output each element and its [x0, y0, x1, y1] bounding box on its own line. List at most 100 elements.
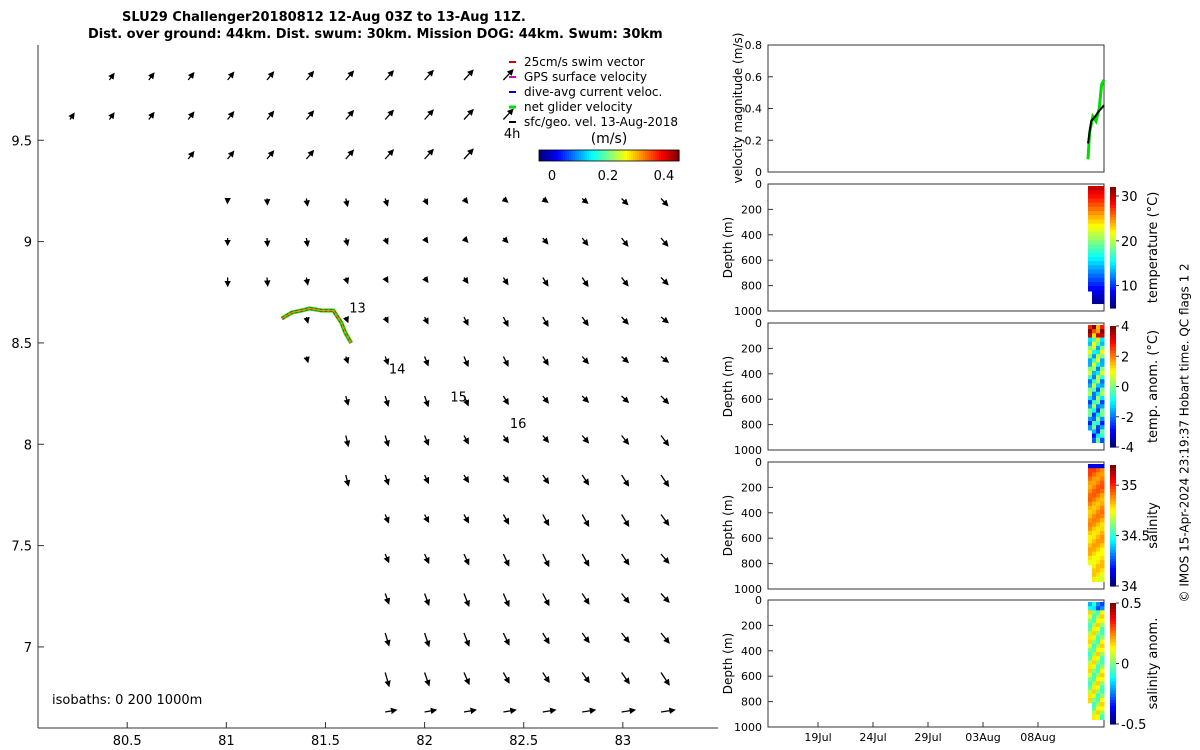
velocity-y-tick-label: 0 — [755, 166, 762, 179]
colorbar-cell — [637, 150, 640, 161]
temp-anom-cell — [1092, 416, 1097, 423]
temperature-cell — [1100, 244, 1105, 250]
temp-anom-colorbar-cell — [1110, 350, 1116, 354]
colorbar-cell — [635, 150, 638, 161]
salinity-anom-y-tick-label: 600 — [741, 670, 762, 683]
salinity-anom-cell — [1092, 693, 1097, 700]
temp-anom-cell — [1092, 341, 1097, 348]
colorbar-cell — [653, 150, 656, 161]
temp-anom-y-tick-label: 600 — [741, 393, 762, 406]
salinity-anom-colorbar-cell — [1110, 678, 1116, 683]
colorbar-cell — [671, 150, 674, 161]
salinity-cell — [1100, 560, 1105, 566]
salinity-anom-panel: 0 200 400 600 800 1000 Depth (m) -0.5 0 0.5 salini… — [721, 594, 1161, 734]
map-arrow — [148, 72, 155, 81]
temp-anom-cell — [1088, 383, 1093, 389]
temp-anom-colorbar-cell — [1110, 398, 1116, 403]
temperature-y-tick-label: 200 — [741, 203, 762, 216]
salinity-anom-colorbar-cell — [1110, 630, 1116, 634]
salinity-colorbar-cell — [1110, 522, 1116, 527]
salinity-cell — [1100, 539, 1105, 545]
temperature-cell — [1096, 252, 1101, 259]
colorbar-cell — [597, 150, 600, 161]
temp-anom-colorbar-cell — [1110, 389, 1116, 394]
salinity-anom-cell — [1092, 627, 1097, 633]
temperature-cell — [1096, 256, 1101, 263]
temperature-cell — [1100, 248, 1105, 254]
map-x-tick-label: 81 — [218, 734, 235, 749]
temperature-ctick-label: 20 — [1121, 235, 1138, 250]
temperature-cell — [1088, 198, 1093, 204]
salinity-anom-cell — [1092, 714, 1097, 721]
temperature-cell — [1092, 252, 1097, 259]
temp-anom-cell — [1096, 421, 1101, 427]
temp-anom-colorbar-cell — [1110, 413, 1116, 418]
title-line-2: Dist. over ground: 44km. Dist. swum: 30k… — [88, 27, 663, 42]
salinity-colorbar-cell — [1110, 483, 1116, 487]
colorbar-cell — [563, 150, 566, 161]
temp-anom-panel: 0 200 400 600 800 1000 Depth (m) -4 -2 0 2 4 temp. a… — [721, 317, 1161, 457]
salinity-anom-cell — [1100, 660, 1105, 666]
salinity-anom-cell — [1092, 660, 1097, 666]
salinity-cell — [1088, 509, 1093, 516]
temperature-cell — [1088, 240, 1093, 246]
map-arrow — [384, 109, 395, 120]
salinity-anom-cell — [1096, 627, 1101, 633]
salinity-colorbar-cell — [1110, 516, 1116, 521]
salinity-anom-colorbar-cell — [1110, 663, 1116, 668]
temp-anom-cell — [1100, 341, 1105, 348]
temp-anom-cell — [1092, 358, 1097, 364]
temperature-cell — [1100, 265, 1105, 271]
salinity-anom-cell — [1096, 635, 1101, 641]
salinity-anom-colorbar-cell — [1110, 633, 1116, 637]
temp-anom-cell — [1096, 416, 1101, 423]
temp-anom-cell — [1088, 400, 1093, 406]
temp-anom-colorbar-cell — [1110, 341, 1116, 345]
salinity-cell — [1092, 560, 1097, 566]
temp-anom-cell — [1100, 362, 1105, 368]
temperature-cell — [1088, 215, 1093, 221]
salinity-cell — [1100, 564, 1105, 570]
map-panel: 80.5 81 81.5 82 82.5 83 7 7.5 8 8.5 9 9.5 13 14 15 16 4h… — [11, 45, 718, 749]
salinity-y-tick-label: 1000 — [734, 583, 762, 596]
salinity-colorbar-cell — [1110, 507, 1116, 511]
map-arrow — [424, 109, 434, 120]
colorbar-cell — [587, 150, 590, 161]
salinity-anom-cell — [1092, 618, 1097, 625]
map-arrow — [187, 111, 195, 120]
legend-label: sfc/geo. vel. 13-Aug-2018 — [524, 115, 678, 129]
date-tick-label: 19Jul — [804, 731, 831, 744]
salinity-anom-cell — [1096, 698, 1101, 704]
map-arrow — [660, 355, 670, 363]
temp-anom-cell — [1092, 379, 1097, 385]
temperature-cell — [1096, 231, 1101, 238]
map-arrow — [342, 315, 349, 324]
salinity-anom-colorbar-cell — [1110, 642, 1116, 646]
temp-anom-cell — [1096, 345, 1101, 352]
map-arrow — [581, 553, 590, 567]
side-note-wrap: © IMOS 15-Apr-2024 23:19:37 Hobart time.… — [1178, 263, 1193, 602]
legend-label: 25cm/s swim vector — [524, 55, 645, 69]
salinity-colorbar-cell — [1110, 576, 1116, 581]
salinity-cell — [1088, 497, 1093, 503]
map-arrow — [423, 395, 430, 408]
map-arrow — [266, 110, 275, 120]
salinity-cell — [1100, 576, 1105, 583]
temperature-cell — [1096, 206, 1101, 213]
temp-anom-cell — [1092, 362, 1097, 368]
colorbar-cell — [675, 150, 678, 161]
salinity-colorbar-cell — [1110, 540, 1116, 545]
salinity-cell — [1096, 526, 1101, 532]
map-arrow — [582, 707, 597, 715]
map-arrow — [462, 435, 469, 445]
salinity-anom-cell — [1092, 689, 1097, 695]
salinity-anom-cell — [1088, 677, 1093, 683]
temperature-cell — [1100, 190, 1105, 196]
salinity-anom-colorbar-label: salinity anom. — [1146, 618, 1161, 710]
temp-anom-colorbar-cell — [1110, 437, 1116, 442]
temperature-colorbar-cell — [1110, 256, 1116, 261]
map-arrow — [303, 198, 310, 207]
temperature-colorbar-cell — [1110, 292, 1116, 297]
salinity-cell — [1088, 505, 1093, 512]
